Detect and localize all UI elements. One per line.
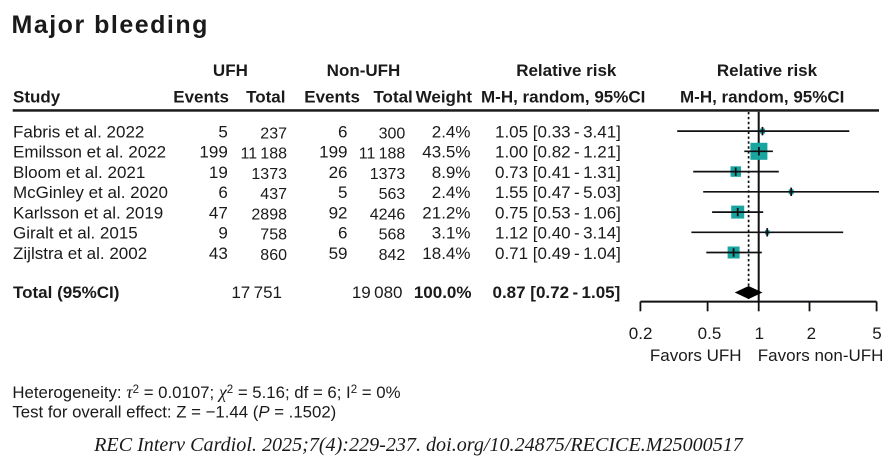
svg-text:Study: Study	[13, 88, 61, 107]
svg-text:860: 860	[260, 247, 287, 264]
svg-text:2898: 2898	[251, 206, 287, 223]
svg-text:Weight: Weight	[416, 88, 473, 107]
svg-text:6: 6	[338, 122, 347, 141]
svg-text:Fabris et al. 2022: Fabris et al. 2022	[13, 122, 144, 141]
svg-text:5: 5	[218, 122, 227, 141]
svg-text:43: 43	[209, 244, 228, 263]
svg-text:0.5: 0.5	[698, 324, 722, 343]
svg-text:2.4%: 2.4%	[432, 183, 471, 202]
svg-text:100.0%: 100.0%	[414, 283, 472, 302]
svg-text:842: 842	[379, 247, 406, 264]
svg-text:3.1%: 3.1%	[432, 224, 471, 243]
svg-text:M-H, random, 95%CI: M-H, random, 95%CI	[481, 88, 645, 107]
svg-text:Total: Total	[373, 88, 412, 107]
svg-text:M-H, random, 95%CI: M-H, random, 95%CI	[680, 88, 844, 107]
svg-text:18.4%: 18.4%	[422, 244, 470, 263]
svg-text:1: 1	[755, 324, 764, 343]
svg-text:Relative risk: Relative risk	[516, 61, 617, 80]
svg-text:0.87 [0.72 - 1.05]: 0.87 [0.72 - 1.05]	[493, 283, 621, 302]
svg-text:21.2%: 21.2%	[422, 203, 470, 222]
svg-text:0.73 [0.41 - 1.31]: 0.73 [0.41 - 1.31]	[495, 163, 621, 182]
svg-text:0.2: 0.2	[629, 324, 653, 343]
svg-text:17 751: 17 751	[231, 283, 282, 302]
svg-text:199: 199	[319, 143, 347, 162]
svg-text:2.4%: 2.4%	[432, 122, 471, 141]
svg-text:758: 758	[260, 227, 287, 244]
svg-text:Non-UFH: Non-UFH	[327, 61, 401, 80]
svg-text:4246: 4246	[370, 206, 406, 223]
svg-text:6: 6	[218, 183, 227, 202]
svg-text:568: 568	[379, 227, 406, 244]
svg-text:Total: Total	[246, 88, 285, 107]
svg-text:11 188: 11 188	[359, 146, 406, 163]
svg-text:Emilsson et al. 2022: Emilsson et al. 2022	[13, 143, 166, 162]
svg-text:9: 9	[218, 224, 227, 243]
svg-text:237: 237	[260, 125, 287, 142]
svg-text:Favors UFH: Favors UFH	[650, 346, 742, 365]
svg-text:1.05 [0.33 - 3.41]: 1.05 [0.33 - 3.41]	[495, 122, 621, 141]
svg-text:Total (95%CI): Total (95%CI)	[13, 283, 119, 302]
svg-text:0.71 [0.49 - 1.04]: 0.71 [0.49 - 1.04]	[495, 244, 621, 263]
svg-text:Bloom et al. 2021: Bloom et al. 2021	[13, 163, 145, 182]
svg-text:563: 563	[379, 186, 406, 203]
svg-text:1.55 [0.47 - 5.03]: 1.55 [0.47 - 5.03]	[495, 183, 621, 202]
svg-text:1373: 1373	[251, 166, 287, 183]
svg-text:11 188: 11 188	[240, 146, 287, 163]
svg-text:REC Interv Cardiol. 2025;7(4):: REC Interv Cardiol. 2025;7(4):229-237. d…	[93, 434, 744, 456]
svg-text:Major bleeding: Major bleeding	[12, 11, 209, 39]
svg-text:92: 92	[329, 203, 348, 222]
svg-text:5: 5	[872, 324, 881, 343]
svg-text:199: 199	[199, 143, 227, 162]
svg-text:5: 5	[338, 183, 347, 202]
svg-text:19 080: 19 080	[352, 283, 403, 302]
svg-text:Test for overall effect: Z = −: Test for overall effect: Z = −1.44 (P = …	[12, 403, 336, 422]
svg-text:2: 2	[807, 324, 816, 343]
svg-text:Karlsson et al. 2019: Karlsson et al. 2019	[13, 203, 163, 222]
svg-text:Zijlstra et al. 2002: Zijlstra et al. 2002	[13, 244, 147, 263]
svg-text:Events: Events	[173, 88, 229, 107]
svg-text:59: 59	[329, 244, 348, 263]
svg-text:43.5%: 43.5%	[422, 143, 470, 162]
svg-text:Relative risk: Relative risk	[717, 61, 818, 80]
svg-text:300: 300	[379, 125, 406, 142]
svg-text:1.00 [0.82 - 1.21]: 1.00 [0.82 - 1.21]	[495, 143, 621, 162]
svg-text:437: 437	[260, 186, 287, 203]
svg-text:UFH: UFH	[213, 61, 248, 80]
svg-text:1373: 1373	[370, 166, 406, 183]
svg-text:26: 26	[329, 163, 348, 182]
svg-text:Giralt et al. 2015: Giralt et al. 2015	[13, 224, 138, 243]
svg-text:McGinley et al. 2020: McGinley et al. 2020	[13, 183, 168, 202]
svg-text:1.12 [0.40 - 3.14]: 1.12 [0.40 - 3.14]	[495, 224, 621, 243]
svg-text:19: 19	[209, 163, 228, 182]
svg-text:Events: Events	[304, 88, 360, 107]
svg-text:6: 6	[338, 224, 347, 243]
svg-text:Favors non-UFH: Favors non-UFH	[758, 346, 884, 365]
svg-text:47: 47	[209, 203, 228, 222]
svg-text:Heterogeneity: τ2 = 0.0107; χ2: Heterogeneity: τ2 = 0.0107; χ2 = 5.16; d…	[12, 382, 400, 402]
svg-text:0.75 [0.53 - 1.06]: 0.75 [0.53 - 1.06]	[495, 203, 621, 222]
svg-text:8.9%: 8.9%	[432, 163, 471, 182]
